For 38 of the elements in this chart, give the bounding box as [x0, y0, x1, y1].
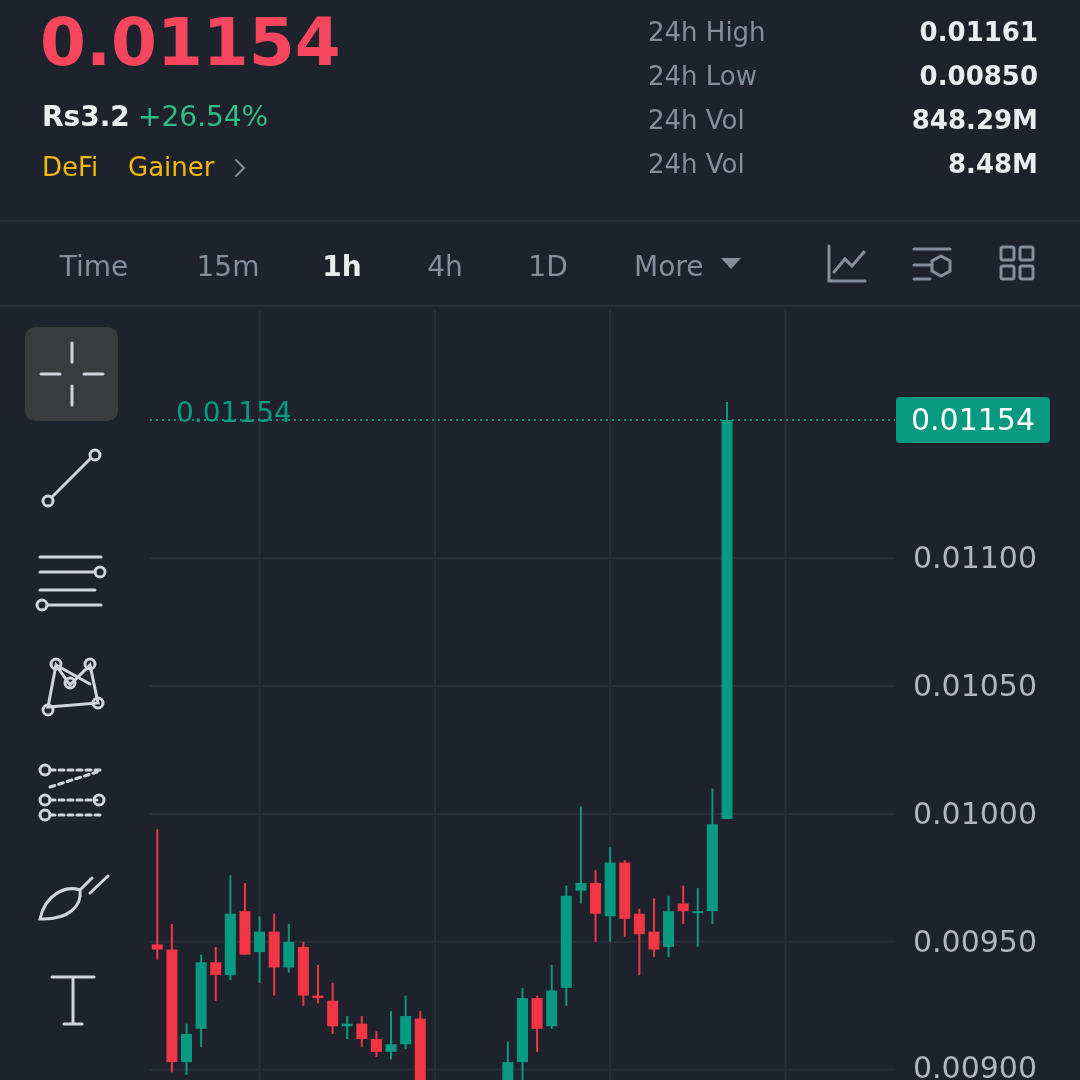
candlestick — [370, 1030, 382, 1058]
y-tick-label: 0.00950 — [912, 923, 1038, 959]
candlestick — [356, 1015, 368, 1048]
candlestick — [692, 887, 704, 948]
text: 4h — [427, 250, 463, 283]
text: 24h Vol — [648, 105, 745, 135]
y-tick-label: 0.00900 — [912, 1050, 1038, 1080]
text: Time — [58, 250, 129, 283]
candlestick — [210, 945, 222, 1002]
text: 24h Low — [648, 61, 758, 91]
text: Rs3.2 — [42, 100, 130, 133]
y-tick-label: 0.01050 — [912, 668, 1038, 704]
text: 24h High — [648, 17, 766, 47]
text: 15m — [196, 250, 260, 283]
text: 848.29M — [911, 105, 1038, 135]
y-tick-label: 0.01000 — [912, 795, 1038, 831]
candlestick — [648, 897, 660, 959]
candlestick — [633, 907, 645, 977]
candlestick — [502, 1040, 514, 1080]
text: 1D — [528, 250, 568, 283]
candlestick — [575, 805, 587, 905]
candlestick — [677, 884, 689, 925]
text: 1h — [322, 250, 362, 283]
text: 8.48M — [947, 149, 1038, 179]
text: 0.01161 — [919, 17, 1038, 47]
text: 24h Vol — [648, 149, 745, 179]
candlestick — [385, 1009, 397, 1061]
text: 0.00850 — [919, 61, 1038, 91]
annotation: 0.01154 — [176, 396, 292, 429]
text: DeFi — [42, 152, 99, 182]
candlestick — [254, 915, 266, 984]
text: Gainer — [128, 152, 215, 182]
text: More — [634, 250, 704, 283]
text: +26.54% — [138, 100, 269, 133]
candlestick — [151, 828, 163, 961]
ref-line-label: 0.01154 — [910, 402, 1036, 437]
text: 0.01154 — [40, 4, 341, 81]
y-tick-label: 0.01100 — [912, 540, 1038, 576]
